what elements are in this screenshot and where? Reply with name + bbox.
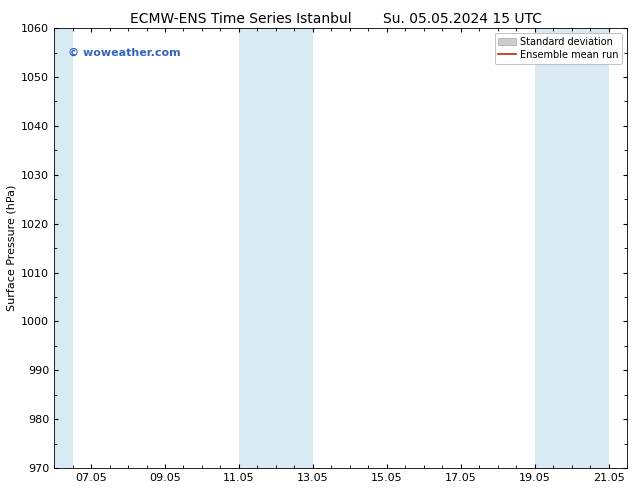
Bar (534, 28, 572, 468)
Text: ECMW-ENS Time Series Istanbul: ECMW-ENS Time Series Istanbul (130, 12, 352, 26)
Y-axis label: Surface Pressure (hPa): Surface Pressure (hPa) (7, 185, 17, 311)
Bar (239, 28, 276, 468)
Bar (572, 28, 609, 468)
Bar (276, 28, 313, 468)
Bar (54, 28, 72, 468)
Text: © woweather.com: © woweather.com (68, 48, 181, 58)
Legend: Standard deviation, Ensemble mean run: Standard deviation, Ensemble mean run (495, 33, 622, 64)
Text: Su. 05.05.2024 15 UTC: Su. 05.05.2024 15 UTC (384, 12, 542, 26)
